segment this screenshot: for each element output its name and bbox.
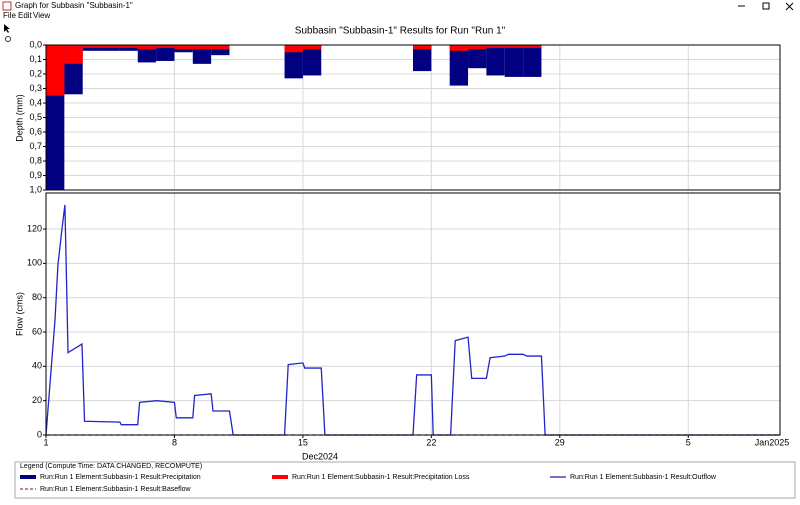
precip-bar bbox=[156, 45, 175, 61]
x-tick-label: 29 bbox=[555, 437, 565, 447]
precip-bar bbox=[46, 45, 65, 96]
window-icon bbox=[2, 1, 12, 11]
precip-bar bbox=[82, 45, 102, 48]
x-tick-label: 22 bbox=[426, 437, 436, 447]
plot-frame bbox=[45, 192, 781, 436]
precip-bar bbox=[119, 45, 138, 48]
legend-label: Run:Run 1 Element:Subbasin-1 Result:Prec… bbox=[292, 474, 470, 481]
y-tick-label: 0,5 bbox=[29, 112, 42, 122]
legend-box bbox=[14, 461, 796, 499]
precip-bar bbox=[523, 45, 542, 48]
precip-bar bbox=[211, 45, 230, 56]
precip-bar bbox=[284, 45, 303, 53]
precip-bar bbox=[504, 45, 524, 77]
y-tick-label: 80 bbox=[32, 292, 42, 302]
month-label: Dec2024 bbox=[302, 451, 338, 461]
x-tick-label: 15 bbox=[298, 437, 308, 447]
legend-label: Run:Run 1 Element:Subbasin-1 Result:Base… bbox=[40, 486, 192, 493]
precip-bar bbox=[156, 45, 175, 48]
precip-bar bbox=[64, 45, 83, 64]
precip-bar bbox=[137, 45, 157, 50]
legend-label: Run:Run 1 Element:Subbasin-1 Result:Outf… bbox=[570, 474, 717, 481]
y-tick-label: 40 bbox=[32, 361, 42, 371]
y-tick-label: 0,3 bbox=[29, 83, 42, 93]
month-label: Jan2025 bbox=[755, 437, 790, 447]
y-tick-label: 0,8 bbox=[29, 155, 42, 165]
precip-bar bbox=[449, 45, 469, 51]
precip-bar bbox=[192, 45, 212, 64]
y-tick-label: 0,2 bbox=[29, 68, 42, 78]
precip-bar bbox=[302, 45, 322, 76]
y-tick-label: 60 bbox=[32, 326, 42, 336]
chart-title: Subbasin "Subbasin-1" Results for Run "R… bbox=[295, 26, 506, 37]
legend-label: Run:Run 1 Element:Subbasin-1 Result:Prec… bbox=[40, 474, 201, 481]
maximize-button[interactable] bbox=[762, 2, 770, 10]
y-tick-label: 0 bbox=[37, 429, 42, 439]
y-tick-label: 0,6 bbox=[29, 126, 42, 136]
legend-title: Legend (Compute Time: DATA CHANGED, RECO… bbox=[20, 463, 202, 470]
precip-bar bbox=[468, 45, 487, 50]
precip-bar bbox=[486, 45, 505, 76]
x-tick-label: 8 bbox=[172, 437, 177, 447]
precip-bar bbox=[468, 45, 487, 69]
precip-bar bbox=[192, 45, 212, 50]
plot-frame bbox=[45, 44, 781, 191]
x-tick-label: 5 bbox=[686, 437, 691, 447]
precip-bar bbox=[486, 45, 505, 48]
menu-item[interactable]: File bbox=[3, 11, 16, 20]
y-tick-label: 0,0 bbox=[29, 39, 42, 49]
y-tick-label: 0,1 bbox=[29, 54, 42, 64]
y-tick-label: 1,0 bbox=[29, 184, 42, 194]
menu-item[interactable]: View bbox=[33, 11, 50, 20]
y-tick-label: 0,9 bbox=[29, 170, 42, 180]
y-tick-label: 120 bbox=[27, 223, 42, 233]
y-tick-label: 20 bbox=[32, 395, 42, 405]
x-tick-label: 1 bbox=[43, 437, 48, 447]
y-axis-label: Flow (cms) bbox=[14, 292, 24, 336]
close-button[interactable] bbox=[785, 2, 794, 11]
precip-bar bbox=[504, 45, 524, 48]
precip-bar bbox=[523, 45, 542, 77]
window-title: Graph for Subbasin "Subbasin-1" bbox=[15, 1, 133, 10]
precip-bar bbox=[101, 45, 120, 48]
precip-bar bbox=[413, 45, 432, 50]
y-tick-label: 0,7 bbox=[29, 141, 42, 151]
pointer-tool[interactable] bbox=[4, 24, 10, 33]
precip-bar bbox=[449, 45, 469, 86]
y-tick-label: 0,4 bbox=[29, 97, 42, 107]
precip-bar bbox=[284, 45, 303, 79]
precip-bar bbox=[174, 45, 193, 50]
precip-bar bbox=[211, 45, 230, 50]
precip-bar bbox=[302, 45, 322, 50]
y-tick-label: 100 bbox=[27, 258, 42, 268]
zoom-tool[interactable] bbox=[5, 36, 11, 42]
y-axis-label: Depth (mm) bbox=[14, 94, 24, 142]
precip-bar bbox=[413, 45, 432, 72]
menu-item[interactable]: Edit bbox=[18, 11, 33, 20]
